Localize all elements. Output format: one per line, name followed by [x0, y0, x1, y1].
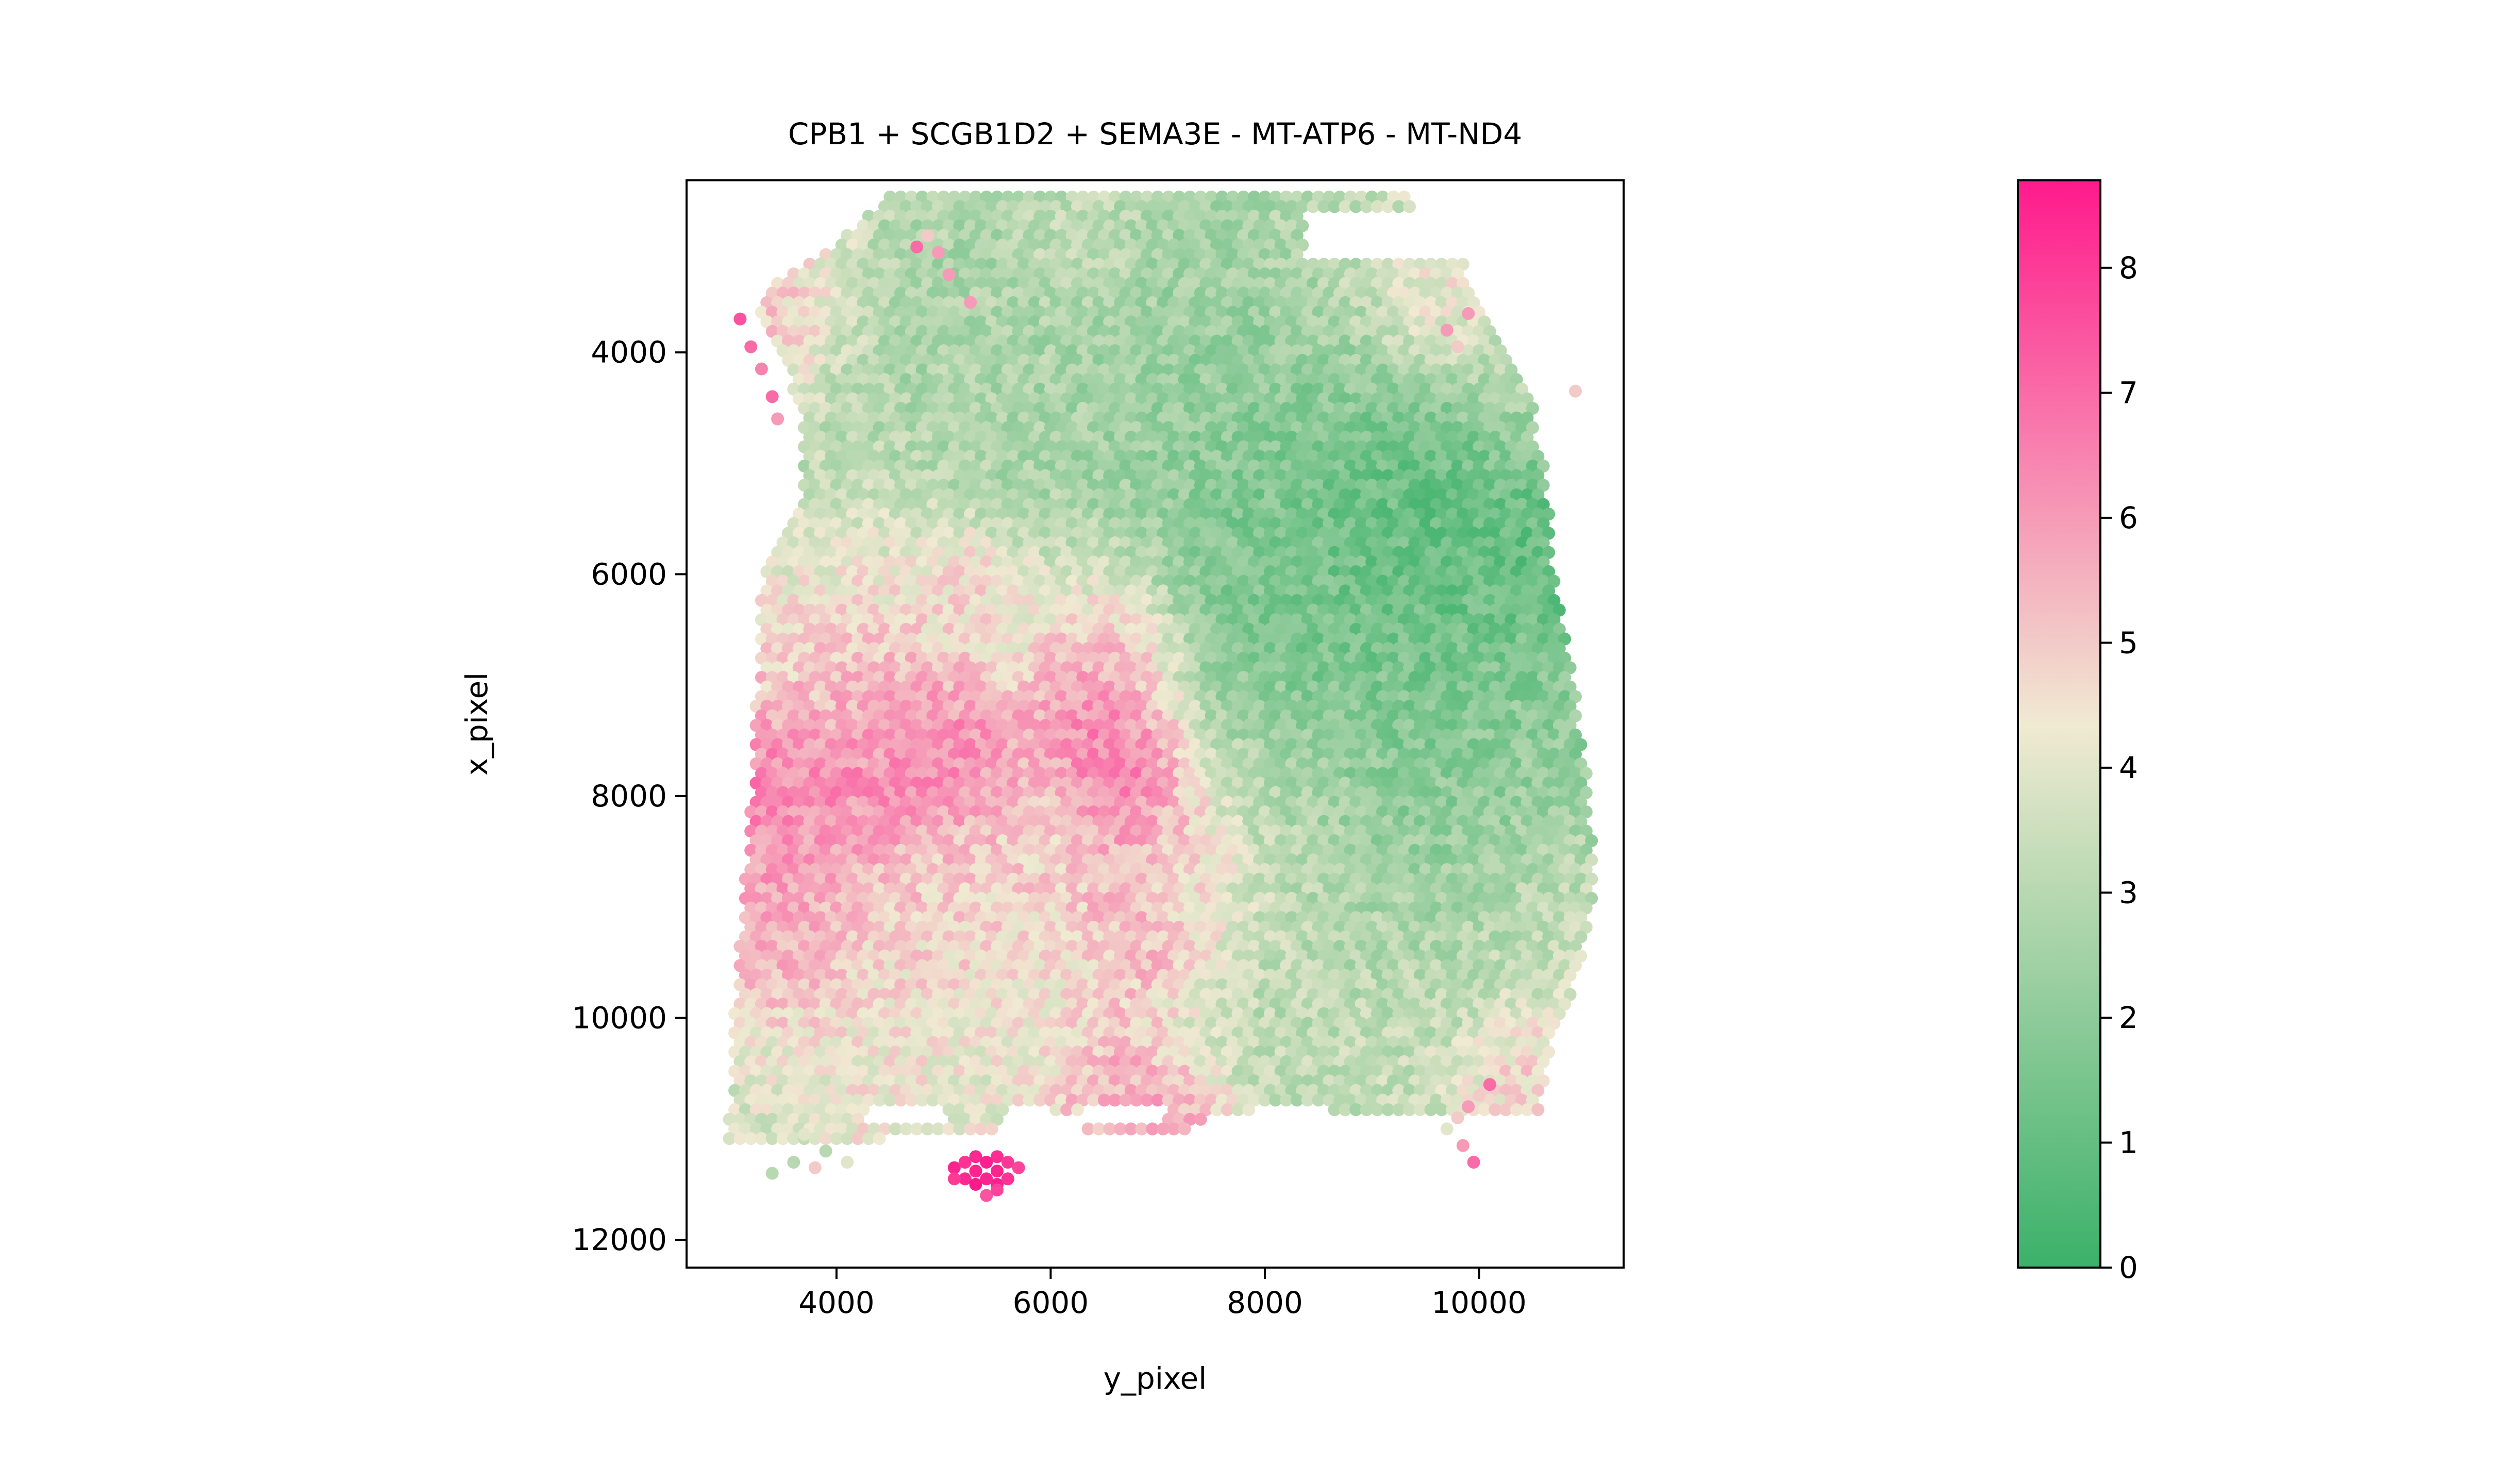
chart-title: CPB1 + SCGB1D2 + SEMA3E - MT-ATP6 - MT-N… — [788, 116, 1522, 151]
spot — [1403, 200, 1416, 213]
spot-layer — [723, 191, 1598, 1202]
